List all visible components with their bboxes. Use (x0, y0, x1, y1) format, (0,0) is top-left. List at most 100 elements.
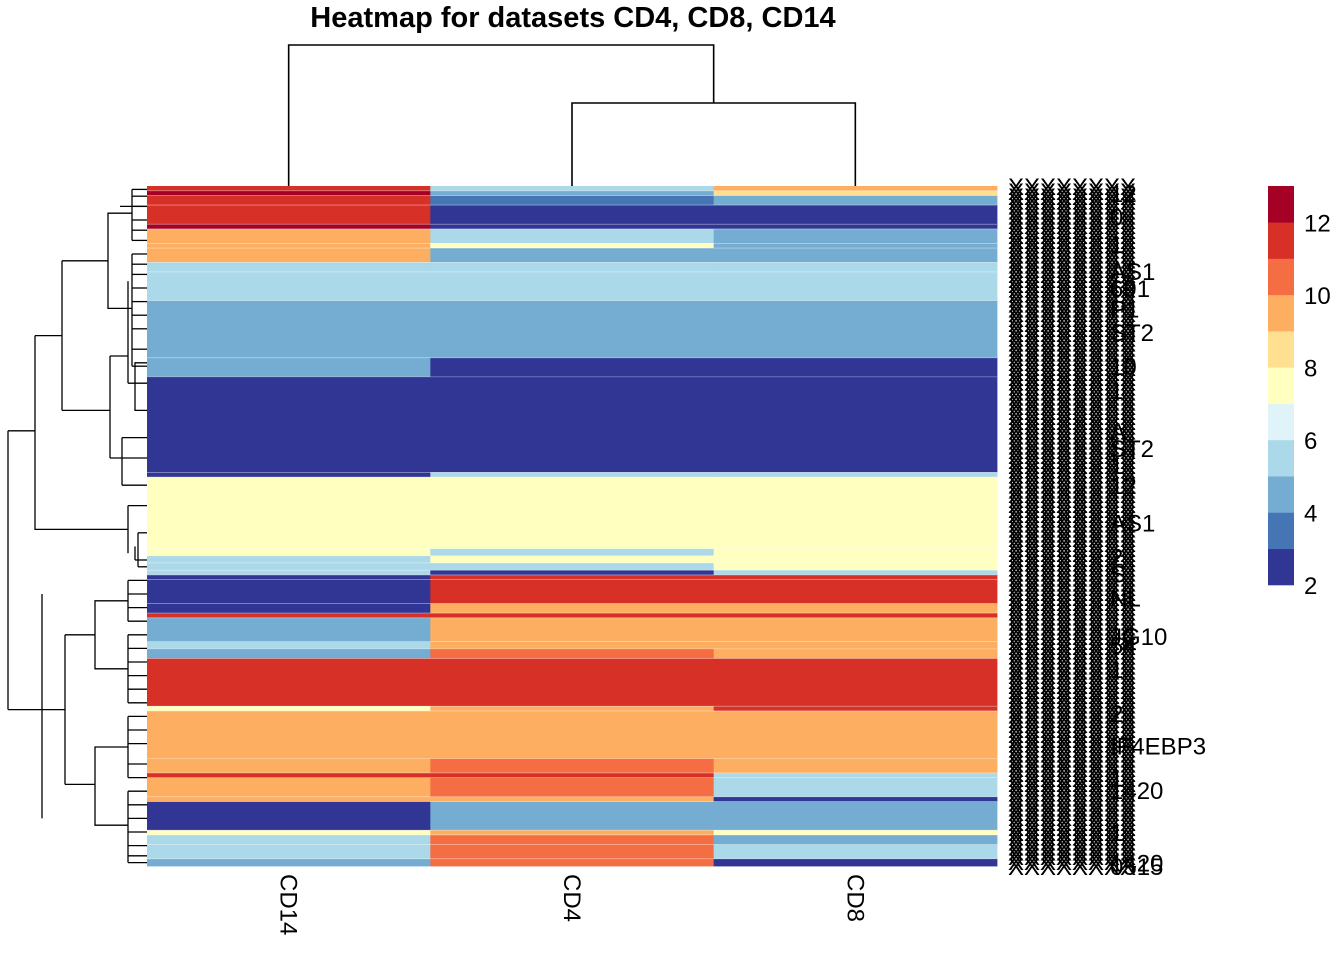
color-legend: 2 4 6 8 10 12 (1268, 186, 1331, 600)
row-label-overlap: XXXXXXXX (1008, 497, 1136, 524)
heatmap-cell (147, 830, 431, 836)
heatmap-cell (430, 830, 715, 836)
row-label: 1 (1110, 657, 1123, 684)
heatmap-cell (430, 801, 715, 831)
row-label-overlap: XXXXXXXX (1008, 428, 1136, 455)
heatmap-cell (147, 300, 431, 359)
heatmap-cell (713, 801, 998, 831)
heatmap-cell (147, 195, 431, 206)
heatmap-cell (430, 844, 715, 860)
row-label-overlap: XXXXXXXX (1008, 345, 1136, 372)
row-label-overlap: XXXXXXXX (1008, 316, 1136, 343)
heatmap-cell (713, 195, 998, 206)
legend-swatch (1268, 258, 1294, 296)
row-label-overlap: XXXXXXXX (1008, 556, 1136, 583)
row-label-overlap: XXXXXXXX (1008, 722, 1136, 749)
heatmap-cell (147, 658, 431, 707)
row-label-overlap: XXXXXXXX (1008, 350, 1136, 377)
row-label-overlap: XXXXXXXX (1008, 252, 1136, 279)
row-label-overlap: XXXXXXXX (1008, 560, 1136, 587)
row-label-overlap: XXXXXXXX (1008, 463, 1136, 490)
row-label-overlap: XXXXXXXX (1008, 595, 1136, 622)
row-label-overlap: XXXXXXXX (1008, 761, 1136, 788)
heatmap-cell (713, 570, 998, 576)
row-label-overlap: XXXXXXXX (1008, 732, 1136, 759)
row-label-overlap: XXXXXXXX (1008, 634, 1136, 661)
heatmap-cell (147, 858, 431, 867)
row-label-overlap: XXXXXXXX (1008, 448, 1136, 475)
row-label-overlap: XXXXXXXX (1008, 472, 1136, 499)
heatmap-cell (147, 772, 431, 779)
row-label-overlap: XXXXXXXX (1008, 653, 1136, 680)
heatmap-cell (147, 477, 431, 550)
row-label-overlap: XXXXXXXX (1008, 776, 1136, 803)
row-label: 0515 (1110, 854, 1163, 881)
heatmap-cell (430, 300, 715, 359)
row-label-overlap: XXXXXXXX (1008, 737, 1136, 764)
row-label-overlap: XXXXXXXX (1008, 825, 1136, 852)
row-label-overlap: XXXXXXXX (1008, 644, 1136, 671)
row-label: AS1 (1110, 511, 1155, 538)
row-label-overlap: XXXXXXXX (1008, 453, 1136, 480)
row-label: 2 (1110, 701, 1123, 728)
heatmap-cell (713, 477, 998, 550)
row-label-overlap: XXXXXXXX (1008, 781, 1136, 808)
legend-tick-label: 2 (1304, 573, 1317, 600)
row-label: S (1110, 562, 1126, 589)
heatmap-cell (430, 472, 715, 478)
row-label-overlap: XXXXXXXX (1008, 746, 1136, 773)
row-label-overlap: XXXXXXXX (1008, 614, 1136, 641)
heatmap-cell (713, 300, 998, 359)
heatmap-cell (713, 228, 998, 244)
row-label-overlap: XXXXXXXX (1008, 565, 1136, 592)
row-label-overlap: XXXXXXXX (1008, 702, 1136, 729)
heatmap-cell (147, 844, 431, 860)
legend-swatch (1268, 222, 1294, 259)
heatmap-cell (147, 706, 431, 712)
heatmap-cell (147, 248, 431, 263)
row-label-overlap: XXXXXXXX (1008, 355, 1136, 382)
heatmap-cell (430, 777, 715, 798)
row-label-overlap: XXXXXXXX (1008, 306, 1136, 333)
legend-swatch (1268, 367, 1294, 404)
heatmap-cell (430, 186, 715, 192)
row-label-overlap: XXXXXXXX (1008, 277, 1136, 304)
heatmap-cell (713, 603, 998, 614)
row-label-overlap: XXXXXXXX (1008, 839, 1136, 866)
dendrogram-branch (287, 44, 715, 186)
row-label: 1420 (1110, 778, 1163, 805)
dendrogram-branch (34, 335, 102, 531)
heatmap-cell (430, 205, 715, 225)
heatmap-cell (147, 570, 431, 576)
legend-swatch (1268, 403, 1294, 441)
row-label-overlap: XXXXXXXX (1008, 262, 1136, 289)
row-label-overlap: XXXXXXXX (1008, 639, 1136, 666)
heatmap-cell (430, 262, 715, 273)
row-label-overlap: XXXXXXXX (1008, 536, 1136, 563)
heatmap-cell (430, 603, 715, 614)
row-label-overlap: XXXXXXXX (1008, 526, 1136, 553)
row-label-overlap: XXXXXXXX (1008, 790, 1136, 817)
row-label: ST2 (1110, 320, 1154, 347)
row-label: 12 (1110, 181, 1137, 208)
row-label-overlap: XXXXXXXX (1008, 208, 1136, 235)
heatmap-cell (147, 574, 431, 581)
row-label-overlap: XXXXXXXX (1008, 291, 1136, 318)
row-label-overlap: XXXXXXXX (1008, 805, 1136, 832)
row-label: 1 (1110, 453, 1123, 480)
row-label-overlap: XXXXXXXX (1008, 394, 1136, 421)
row-label: P1 (1110, 296, 1139, 323)
legend-swatch (1268, 476, 1294, 513)
heatmap-cell (713, 844, 998, 860)
heatmap-cell (147, 548, 431, 557)
heatmap-cell (147, 472, 431, 478)
row-label-overlap: XXXXXXXX (1008, 786, 1136, 813)
row-label-overlap: XXXXXXXX (1008, 575, 1136, 602)
row-label-overlap: XXXXXXXX (1008, 502, 1136, 529)
row-label-overlap: XXXXXXXX (1008, 267, 1136, 294)
row-label-overlap: XXXXXXXX (1008, 551, 1136, 578)
row-label-overlap: XXXXXXXX (1008, 849, 1136, 876)
row-label-overlap: XXXXXXXX (1008, 771, 1136, 798)
heatmap-cell (713, 472, 998, 478)
